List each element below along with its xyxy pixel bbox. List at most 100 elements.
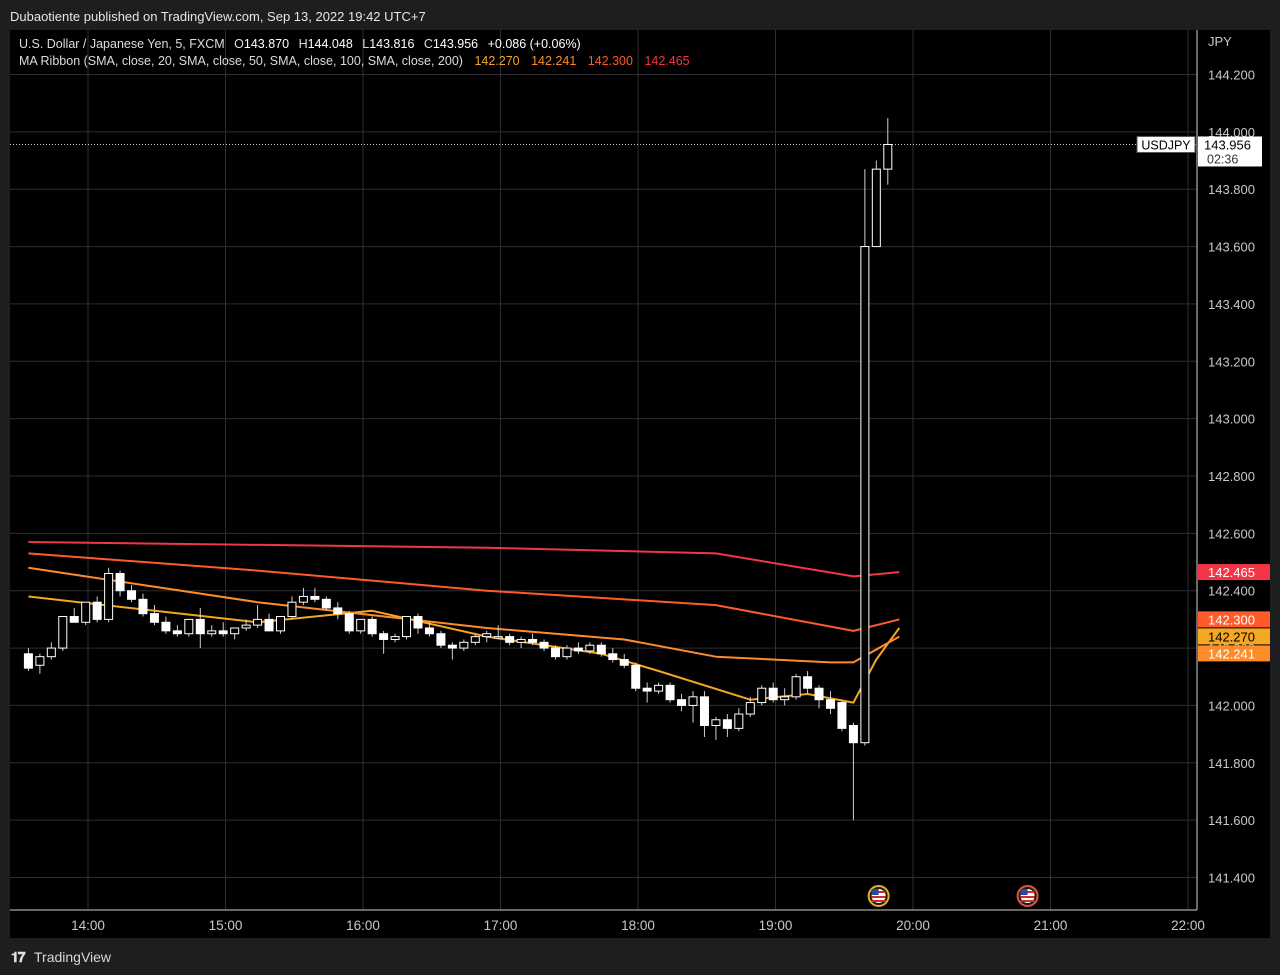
candle [207,625,217,637]
candle-body [379,633,389,640]
candle [768,682,778,703]
candle [619,653,629,669]
candle [688,691,698,723]
candle-body [745,702,755,715]
candle [424,622,434,637]
candle [172,625,182,637]
svg-text:142.465: 142.465 [1208,565,1255,580]
candle-body [390,636,400,640]
candle-body [172,630,182,635]
candle-body [562,647,572,658]
candle-body [436,633,446,646]
candle [138,593,148,617]
candle-body [253,618,263,626]
candle [402,616,412,640]
candle-body [837,702,847,729]
price-tick-label: 142.400 [1208,584,1255,599]
candle [230,627,240,640]
legend-high-label: H [299,37,308,51]
candle-body [276,616,285,632]
candle-body [826,699,835,709]
candle [436,630,446,649]
candle-body [734,713,744,729]
candle [654,682,664,694]
price-tick-label: 143.200 [1208,354,1255,369]
legend-high-value: 144.048 [308,37,353,51]
us-flag-event-icon[interactable] [1016,885,1039,907]
candle-body [470,636,480,643]
candle-body [459,641,469,649]
tradingview-logo-icon[interactable]: 𝟏𝟕 [11,949,26,965]
candle-body [310,595,320,600]
candle-body [218,630,228,635]
candle [35,653,45,674]
legend-ma-value-2: 142.241 [531,54,576,68]
candle [848,722,858,821]
candle-body [447,644,457,649]
candle-body [505,636,515,643]
candle-body [699,696,709,727]
footer-bar: 𝟏𝟕 TradingView [0,938,1280,975]
candle [195,607,205,649]
publish-header: Dubaotiente published on TradingView.com… [0,0,1280,30]
countdown-label: 02:36 [1207,152,1238,166]
candle-body [573,647,583,652]
candle [470,633,480,646]
candle [734,708,744,732]
chart-frame[interactable]: JPY 144.200 144.000 143.800 143.600 143.400 1… [10,30,1270,938]
candle-body [424,627,434,635]
price-tick-label: 144.200 [1208,68,1255,83]
candle [757,685,767,706]
legend-change: +0.086 (+0.06%) [488,37,581,51]
price-tick-label: 141.800 [1208,756,1255,771]
candle [287,596,297,620]
us-flag-event-icon[interactable] [867,885,890,907]
candle [356,618,366,634]
candle-body [23,653,33,669]
candle-body [642,687,652,692]
price-tick-label: 142.000 [1208,698,1255,713]
candle-body [402,616,412,638]
candle [711,716,721,740]
ma-line [28,541,900,578]
price-axis[interactable]: 144.200 144.000 143.800 143.600 143.400 143.2… [1208,68,1255,886]
candle-body [287,601,297,618]
time-tick-label: 14:00 [71,918,105,933]
tradingview-brand[interactable]: TradingView [34,949,112,965]
candle [218,622,228,637]
candle [184,618,194,637]
candle [367,616,377,637]
candle-body [58,616,68,649]
candle-body [654,684,664,692]
candle-body [848,725,858,744]
time-tick-label: 15:00 [209,918,243,933]
candle [447,642,457,660]
candle [871,160,881,248]
candle-body [115,573,125,592]
candle [161,616,171,634]
candle-body [195,618,205,635]
ma-line [28,552,900,632]
candle [321,596,331,611]
candlestick-chart[interactable]: JPY 144.200144.000143.800143.600143.4001… [10,30,1270,938]
candle [482,630,492,643]
legend-close-value: 143.956 [433,37,478,51]
candle [677,693,687,712]
candle [46,642,56,660]
candle-body [81,601,91,623]
candle [81,601,91,626]
candle [127,584,137,603]
time-axis[interactable]: 14:00 15:00 16:00 17:00 18:00 19:00 20:00 21:00… [71,918,1205,933]
candle-body [35,656,45,666]
candle-body [539,641,549,649]
legend-line-1: U.S. Dollar / Japanese Yen, 5, FXCM O143… [19,37,581,51]
price-tick-label: 142.600 [1208,526,1255,541]
candle-body [138,598,148,615]
candle-body [665,684,675,701]
candle-body [631,664,641,689]
candle [573,642,583,654]
candle [699,691,709,737]
candle-body [757,687,767,704]
legend-low-value: 143.816 [369,37,414,51]
